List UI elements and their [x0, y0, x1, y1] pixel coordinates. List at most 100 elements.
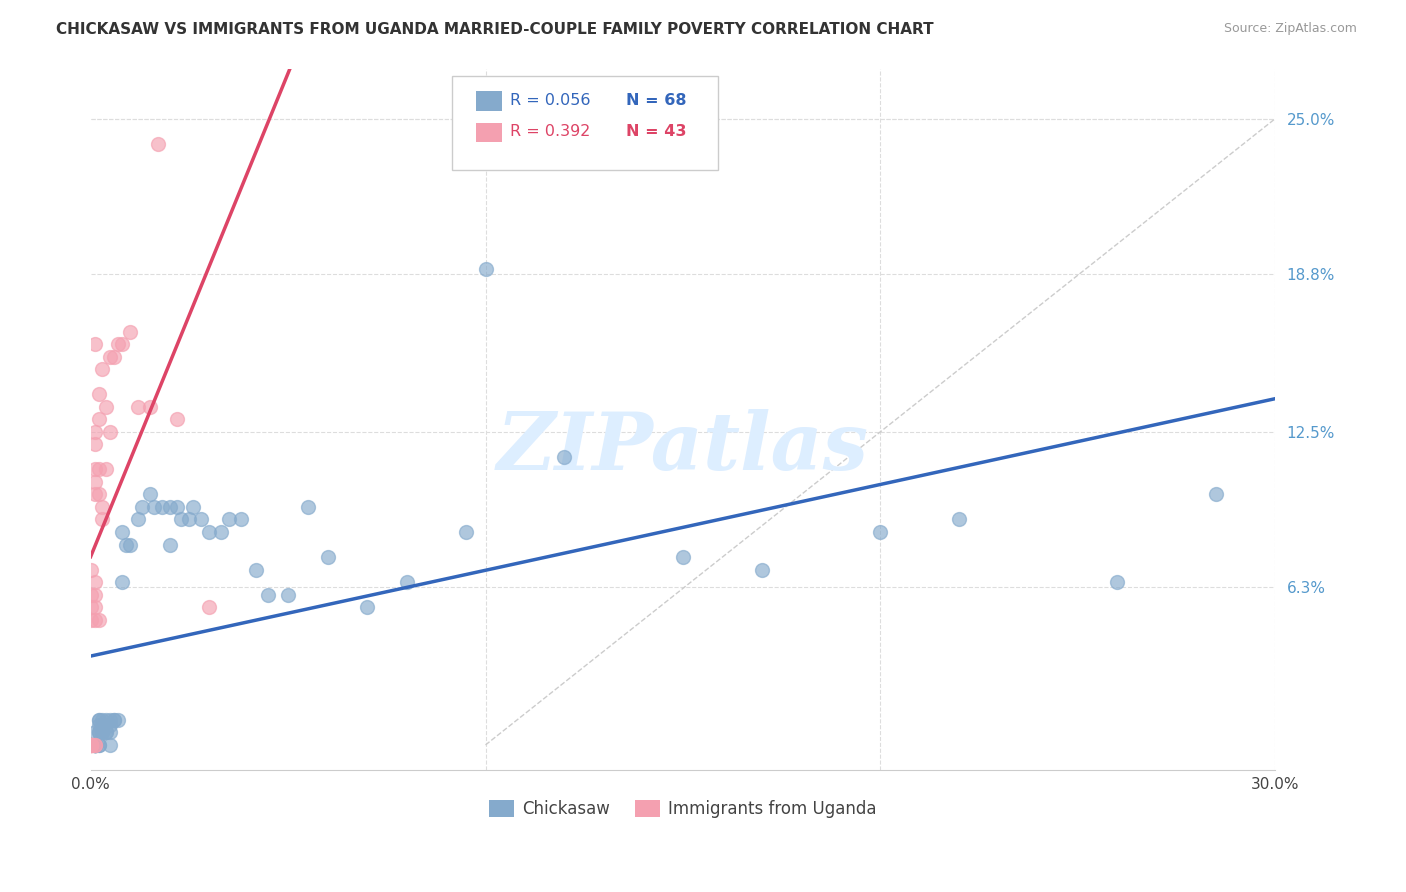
Point — [98, 350, 121, 364]
Point — [79, 613, 101, 627]
Point — [87, 713, 110, 727]
Text: R = 0.056: R = 0.056 — [510, 93, 591, 108]
Point — [91, 362, 114, 376]
Point — [1205, 487, 1227, 501]
Point — [79, 738, 101, 752]
Point — [553, 450, 575, 464]
Point — [83, 425, 105, 439]
Point — [159, 537, 181, 551]
Point — [83, 475, 105, 489]
Text: N = 68: N = 68 — [626, 93, 686, 108]
Point — [190, 512, 212, 526]
Point — [83, 738, 105, 752]
Point — [87, 713, 110, 727]
Point — [79, 600, 101, 615]
Point — [87, 725, 110, 739]
Point — [139, 400, 162, 414]
Point — [179, 512, 201, 526]
Point — [87, 725, 110, 739]
Text: R = 0.392: R = 0.392 — [510, 124, 591, 139]
Point — [1107, 575, 1129, 590]
Point — [209, 524, 232, 539]
Point — [79, 563, 101, 577]
Point — [91, 720, 114, 734]
Point — [948, 512, 970, 526]
Point — [87, 387, 110, 401]
Point — [150, 500, 173, 514]
Point — [87, 462, 110, 476]
Point — [166, 500, 188, 514]
Point — [83, 738, 105, 752]
Point — [166, 412, 188, 426]
Point — [103, 713, 125, 727]
Point — [96, 725, 118, 739]
Point — [159, 500, 181, 514]
Point — [83, 738, 105, 752]
Point — [98, 718, 121, 732]
Point — [131, 500, 153, 514]
Text: Source: ZipAtlas.com: Source: ZipAtlas.com — [1223, 22, 1357, 36]
Point — [83, 725, 105, 739]
FancyBboxPatch shape — [451, 76, 718, 170]
Point — [79, 738, 101, 752]
Point — [111, 524, 134, 539]
Point — [257, 588, 280, 602]
Point — [672, 549, 695, 564]
Text: N = 43: N = 43 — [626, 124, 686, 139]
Point — [83, 337, 105, 351]
Point — [751, 563, 773, 577]
Point — [316, 549, 339, 564]
Point — [96, 725, 118, 739]
Point — [91, 725, 114, 739]
Point — [115, 537, 138, 551]
Point — [91, 500, 114, 514]
Point — [142, 500, 165, 514]
Point — [83, 738, 105, 752]
Point — [120, 537, 142, 551]
Point — [83, 575, 105, 590]
Point — [229, 512, 252, 526]
Point — [98, 738, 121, 752]
Point — [87, 738, 110, 752]
Point — [83, 738, 105, 752]
Point — [87, 412, 110, 426]
Point — [91, 512, 114, 526]
Point — [83, 738, 105, 752]
Point — [87, 718, 110, 732]
Point — [83, 738, 105, 752]
Point — [395, 575, 418, 590]
FancyBboxPatch shape — [475, 122, 502, 142]
Point — [83, 588, 105, 602]
Point — [96, 713, 118, 727]
Point — [96, 400, 118, 414]
Point — [198, 524, 221, 539]
Point — [98, 713, 121, 727]
Point — [245, 563, 267, 577]
Point — [83, 487, 105, 501]
Point — [91, 713, 114, 727]
Point — [87, 487, 110, 501]
Point — [83, 437, 105, 451]
Point — [79, 738, 101, 752]
Point — [87, 738, 110, 752]
Point — [127, 512, 149, 526]
Point — [79, 738, 101, 752]
Text: CHICKASAW VS IMMIGRANTS FROM UGANDA MARRIED-COUPLE FAMILY POVERTY CORRELATION CH: CHICKASAW VS IMMIGRANTS FROM UGANDA MARR… — [56, 22, 934, 37]
Point — [83, 738, 105, 752]
Point — [83, 600, 105, 615]
Point — [79, 738, 101, 752]
Point — [83, 738, 105, 752]
Point — [146, 136, 169, 151]
Point — [111, 337, 134, 351]
Point — [79, 588, 101, 602]
Point — [297, 500, 319, 514]
Point — [103, 350, 125, 364]
Point — [83, 738, 105, 752]
Point — [127, 400, 149, 414]
FancyBboxPatch shape — [475, 91, 502, 111]
Point — [869, 524, 891, 539]
Point — [103, 713, 125, 727]
Point — [474, 262, 496, 277]
Point — [107, 713, 129, 727]
Point — [170, 512, 193, 526]
